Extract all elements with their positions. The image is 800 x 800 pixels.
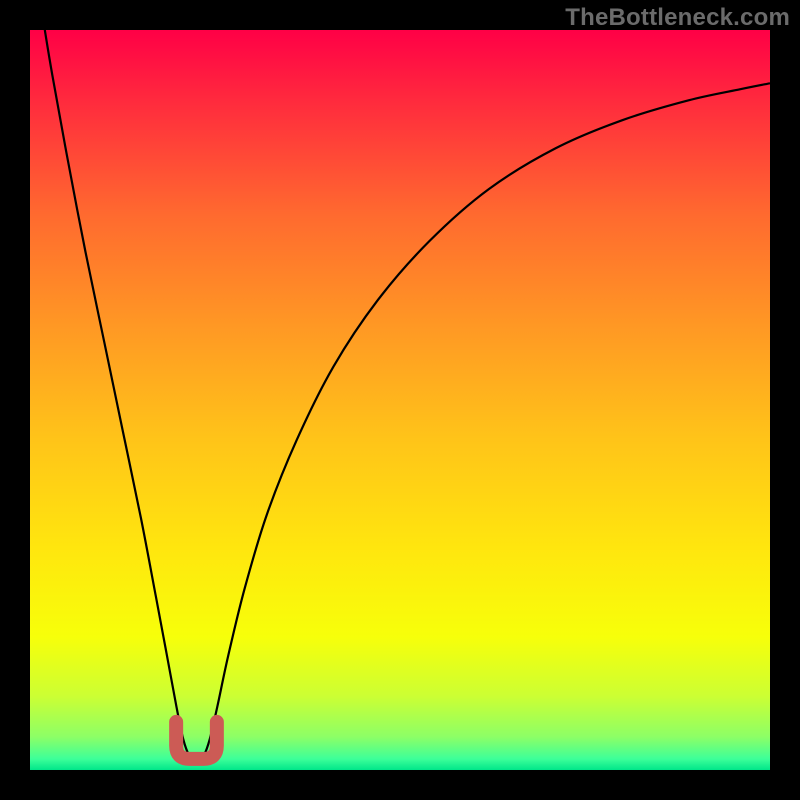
plot-area <box>30 30 770 770</box>
chart-background <box>30 30 770 770</box>
figure-root: TheBottleneck.com <box>0 0 800 800</box>
bottleneck-chart <box>30 30 770 770</box>
watermark-text: TheBottleneck.com <box>565 4 790 32</box>
